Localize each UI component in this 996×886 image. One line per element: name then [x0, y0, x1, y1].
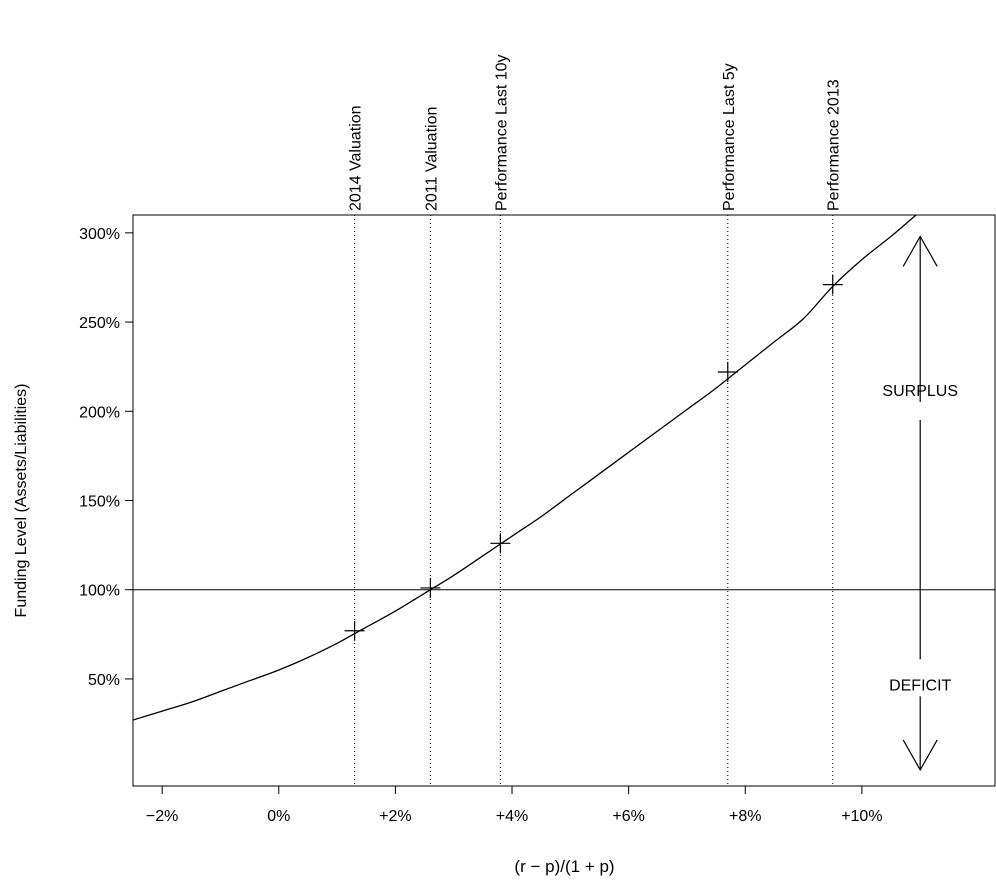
marker-label: Performance Last 5y: [721, 63, 738, 211]
marker-point: [822, 274, 843, 295]
deficit-label: DEFICIT: [889, 677, 951, 694]
marker-label: 2011 Valuation: [423, 107, 440, 211]
x-axis-label: (r − p)/(1 + p): [514, 857, 614, 876]
y-tick-label: 100%: [79, 583, 120, 600]
marker-point: [490, 533, 511, 554]
x-tick-label: +6%: [612, 808, 644, 825]
x-tick-label: 0%: [267, 808, 290, 825]
marker-point: [420, 577, 441, 598]
x-tick-label: +8%: [729, 808, 761, 825]
funding-curve: [133, 215, 918, 721]
x-tick-label: +10%: [841, 808, 882, 825]
marker-lines-group: 2014 Valuation 2011 Valuation Performance …: [348, 54, 843, 786]
curve-group: [133, 215, 918, 721]
marker-label: 2014 Valuation: [348, 105, 365, 211]
y-tick-label: 50%: [88, 672, 120, 689]
y-axis-label: Funding Level (Assets/Liabilities): [13, 384, 30, 618]
surplus-arrow-head: [902, 235, 938, 267]
x-axis: −2% 0% +2% +4% +6% +8% +10%: [146, 786, 883, 825]
annotations-group: SURPLUS DEFICIT: [882, 235, 958, 772]
x-tick-label: +4%: [496, 808, 528, 825]
x-tick-label: +2%: [379, 808, 411, 825]
deficit-arrow-head: [902, 739, 938, 772]
surplus-label: SURPLUS: [882, 383, 958, 400]
y-axis: 50% 100% 150% 200% 250% 300%: [79, 226, 133, 689]
x-tick-label: −2%: [146, 808, 178, 825]
y-tick-label: 250%: [79, 315, 120, 332]
marker-point: [717, 362, 738, 383]
y-tick-label: 300%: [79, 226, 120, 243]
marker-point: [344, 620, 365, 641]
marker-label: Performance Last 10y: [493, 54, 510, 211]
y-tick-label: 200%: [79, 404, 120, 421]
marker-label: Performance 2013: [826, 79, 843, 211]
y-tick-label: 150%: [79, 494, 120, 511]
